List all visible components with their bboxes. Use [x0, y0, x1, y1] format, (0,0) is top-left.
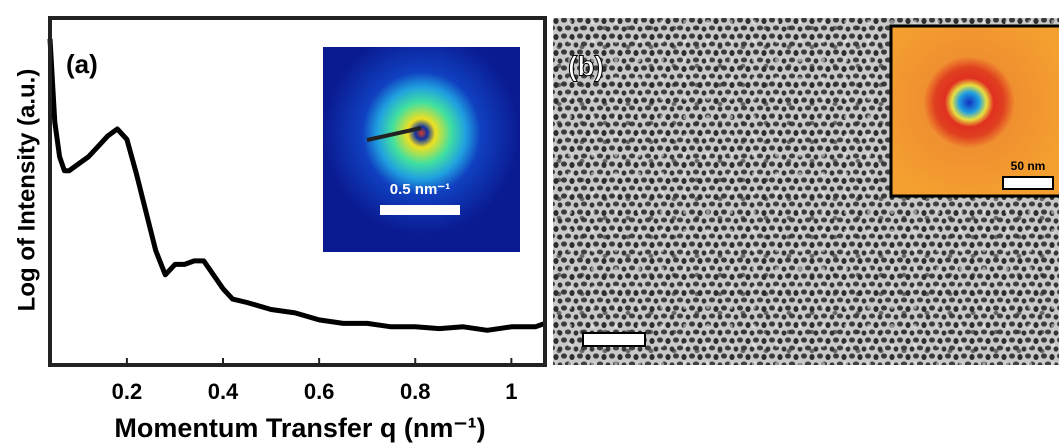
x-tick-label: 0.8	[400, 379, 431, 404]
inset-scale-label: 50 nm	[1011, 159, 1046, 173]
inset-scale-bar	[380, 205, 460, 215]
data-line	[47, 38, 546, 333]
beam-stop	[366, 126, 422, 142]
x-tick-label: 0.4	[208, 379, 239, 404]
y-axis-label: Log of Intensity (a.u.)	[13, 69, 40, 312]
panel-label: (b)	[568, 50, 604, 81]
x-tick-label: 0.6	[304, 379, 335, 404]
x-tick-label: 1	[505, 379, 517, 404]
fft-inset	[889, 24, 1059, 198]
saxs-inset	[323, 47, 520, 252]
x-axis-label: Momentum Transfer q (nm⁻¹)	[114, 413, 485, 443]
scale-bar	[582, 332, 646, 347]
plot-frame	[48, 16, 547, 367]
x-tick-label: 0.2	[112, 379, 143, 404]
inset-scale-bar	[1002, 176, 1054, 190]
inset-scale-label: 0.5 nm⁻¹	[390, 181, 450, 198]
panel-label: (a)	[66, 49, 98, 79]
